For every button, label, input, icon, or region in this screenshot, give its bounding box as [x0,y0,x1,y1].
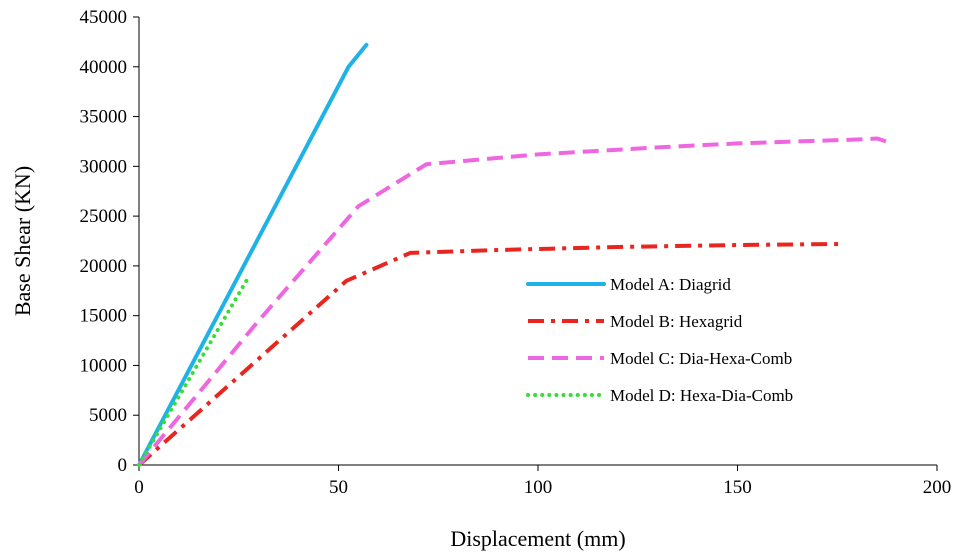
x-tick-label: 150 [723,477,752,498]
y-ticks: 0 5000 10000 15000 20000 25000 30000 35000 40000… [80,7,139,476]
legend-entry-a: Model A: Diagrid [610,275,731,294]
y-tick-label: 35000 [80,107,128,128]
y-tick-label: 25000 [80,206,128,227]
series-line-d [137,274,251,467]
x-tick-label: 200 [923,477,952,498]
series-line-c [137,136,890,467]
y-tick-label: 0 [118,455,128,476]
y-tick-label: 20000 [80,256,128,277]
x-axis-label: Displacement (mm) [450,526,625,551]
y-tick-label: 40000 [80,57,128,78]
series-line-b [137,242,842,467]
legend-entry-c: Model C: Dia-Hexa-Comb [610,349,792,368]
y-tick-label: 5000 [89,405,127,426]
y-tick-label: 15000 [80,306,128,327]
plot-area: 0 50 100 150 200 0 5000 10000 15000 20000 25000 30… [80,7,952,498]
series-line-a [137,42,369,467]
legend-entry-d: Model D: Hexa-Dia-Comb [610,386,793,405]
legend-entry-b: Model B: Hexagrid [610,312,743,331]
x-tick-label: 100 [524,477,553,498]
x-tick-label: 0 [134,477,144,498]
y-tick-label: 10000 [80,355,128,376]
y-axis-label: Base Shear (KN) [10,166,35,316]
y-tick-label: 30000 [80,156,128,177]
legend: Model A: Diagrid Model B: Hexagrid Model C… [526,275,793,405]
x-ticks: 0 50 100 150 200 [134,465,951,498]
y-tick-label: 45000 [80,7,128,28]
series-layer [137,42,890,467]
x-tick-label: 50 [329,477,348,498]
